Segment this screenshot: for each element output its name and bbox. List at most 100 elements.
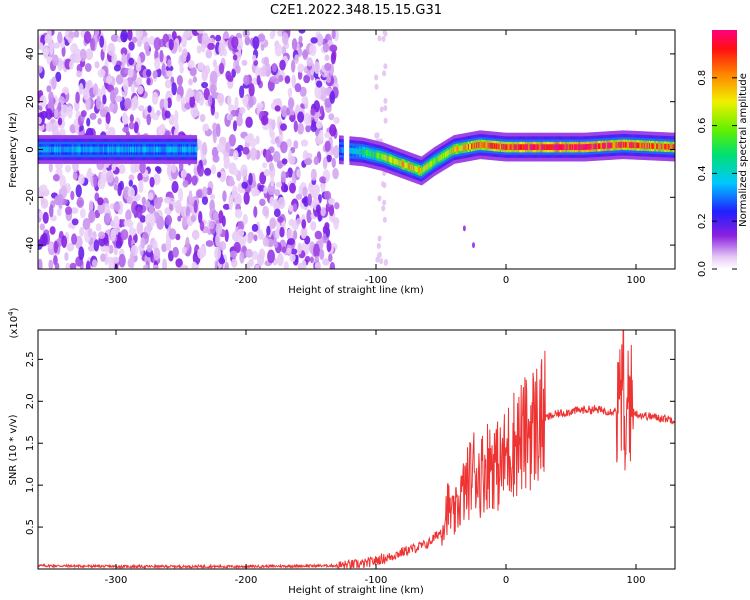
spectrogram-cell bbox=[201, 32, 209, 47]
spectrogram-cell bbox=[383, 117, 388, 124]
spectrogram-ridge-cell bbox=[383, 154, 386, 161]
spectrogram-cell bbox=[135, 30, 143, 40]
spectrogram-ridge-cell bbox=[460, 145, 463, 152]
spectrogram-cell bbox=[62, 86, 69, 95]
spectrogram-cell bbox=[283, 184, 289, 193]
spectrogram-ridge-cell bbox=[362, 149, 365, 155]
spectrogram-cell bbox=[149, 176, 155, 188]
spectrogram-ridge-cell bbox=[54, 146, 56, 153]
spectrogram-cell bbox=[241, 59, 248, 66]
spectrogram-ridge-cell bbox=[469, 143, 471, 150]
spectrogram-ridge-cell bbox=[611, 142, 614, 149]
spectrogram-ridge-cell bbox=[511, 144, 514, 150]
spectrogram-ridge-cell bbox=[376, 152, 379, 159]
spectrogram-cell bbox=[57, 117, 63, 126]
spectrogram-ridge-cell bbox=[485, 142, 488, 149]
spectrogram-ridge-cell bbox=[194, 146, 197, 153]
spectrogram-cell bbox=[145, 69, 152, 78]
spectrogram-cell bbox=[274, 228, 280, 239]
spectrogram-cell bbox=[170, 163, 177, 174]
spectrogram-cell bbox=[245, 248, 253, 259]
spectrogram-ridge-cell bbox=[561, 144, 564, 150]
spectrogram-cell bbox=[174, 199, 182, 214]
spectrogram-ridge-cell bbox=[596, 143, 599, 150]
spectrogram-cell bbox=[48, 259, 54, 269]
spectrogram-cell bbox=[159, 49, 164, 63]
spectrogram-cell bbox=[271, 30, 276, 38]
spectrogram-cell bbox=[181, 246, 187, 255]
spectrogram-cell bbox=[197, 247, 205, 260]
spectrogram-cell bbox=[301, 96, 307, 105]
snr-x-label: Height of straight line (km) bbox=[288, 585, 424, 596]
spectrogram-cell bbox=[324, 62, 332, 71]
spectrogram-cell bbox=[165, 65, 174, 72]
spectrogram-cell bbox=[166, 70, 173, 78]
spectrogram-cell bbox=[243, 191, 250, 205]
spectrogram-ridge-cell bbox=[414, 165, 417, 172]
spectrogram-ridge-cell bbox=[342, 147, 344, 153]
spectrogram-ridge-cell bbox=[127, 146, 130, 153]
spectrogram-cell bbox=[192, 76, 198, 83]
spectrogram-ridge-cell bbox=[73, 146, 76, 153]
spectrogram-cell bbox=[147, 192, 154, 201]
spectrogram-ridge-cell bbox=[408, 163, 411, 170]
spectrogram-ridge-cell bbox=[608, 142, 610, 149]
spectrogram-cell bbox=[167, 58, 172, 68]
spectrogram-ridge-cell bbox=[180, 146, 183, 153]
spectrogram-ridge-cell bbox=[513, 144, 516, 150]
spectrogram-ridge-cell bbox=[659, 143, 661, 150]
spectrogram-ridge-cell bbox=[536, 144, 539, 150]
spectrogram-cell bbox=[154, 57, 161, 70]
spectrogram-cell bbox=[164, 110, 171, 119]
spectrogram-ridge-cell bbox=[352, 148, 355, 154]
spectrogram-cell bbox=[268, 162, 274, 171]
spectrogram-cell bbox=[297, 111, 305, 123]
spectrogram-cell bbox=[287, 238, 295, 246]
spectrogram-cell bbox=[120, 30, 128, 43]
spectrogram-cell bbox=[157, 124, 166, 136]
spectrogram-ridge-cell bbox=[191, 146, 193, 153]
spectrogram-cell bbox=[319, 105, 324, 115]
spectrogram-ridge-cell bbox=[612, 142, 615, 149]
spectrogram-cell bbox=[302, 49, 309, 61]
spectrogram-cell bbox=[60, 104, 69, 118]
spectrogram-cell bbox=[202, 141, 208, 156]
spectrogram-cell bbox=[206, 187, 213, 196]
spectrogram-ridge-cell bbox=[467, 143, 470, 150]
spectrogram-cell bbox=[298, 30, 306, 34]
spectrogram-cell bbox=[224, 156, 231, 168]
spectrogram-cell bbox=[381, 205, 386, 212]
spectrogram-ridge-cell bbox=[77, 146, 80, 153]
spectrogram-ridge-cell bbox=[138, 146, 140, 153]
spectrogram-cell bbox=[310, 37, 318, 44]
spectrogram-ridge-cell bbox=[44, 146, 47, 153]
spectrogram-ridge-cell bbox=[396, 159, 398, 165]
spectrogram-ridge-cell bbox=[86, 146, 88, 153]
spectrogram-cell bbox=[53, 108, 59, 119]
spectrogram-ridge-cell bbox=[479, 141, 481, 148]
spectrogram-ridge-cell bbox=[436, 156, 439, 163]
spectrogram-ridge-cell bbox=[357, 148, 360, 155]
spectrogram-cell bbox=[315, 121, 323, 129]
spectrogram-ridge-cell bbox=[610, 142, 613, 149]
spectrogram-ridge-cell bbox=[166, 146, 168, 153]
spectrogram-ridge-cell bbox=[470, 143, 472, 150]
spectrogram-cell bbox=[120, 229, 129, 241]
spectrogram-cell bbox=[215, 233, 221, 247]
spectrogram-cell bbox=[241, 181, 248, 189]
spectrogram-ridge-cell bbox=[112, 146, 114, 153]
spectrogram-cell bbox=[38, 117, 42, 125]
x-tick-label: 100 bbox=[626, 275, 645, 286]
spectrogram-ridge-cell bbox=[354, 148, 357, 155]
spectrogram-ridge-cell bbox=[617, 142, 620, 148]
spectrogram-ridge-cell bbox=[633, 142, 635, 149]
spectrogram-ridge-cell bbox=[370, 150, 372, 157]
spectrogram-cell bbox=[259, 198, 266, 207]
spectrogram-cell bbox=[100, 170, 108, 184]
spectrogram-cell bbox=[188, 190, 193, 204]
spectrogram-cell bbox=[329, 90, 336, 104]
spectrogram-cell bbox=[303, 112, 312, 126]
spectrogram-ridge-cell bbox=[588, 143, 591, 150]
spectrogram-ridge-cell bbox=[581, 144, 583, 150]
spectrogram-ridge-cell bbox=[385, 155, 388, 161]
